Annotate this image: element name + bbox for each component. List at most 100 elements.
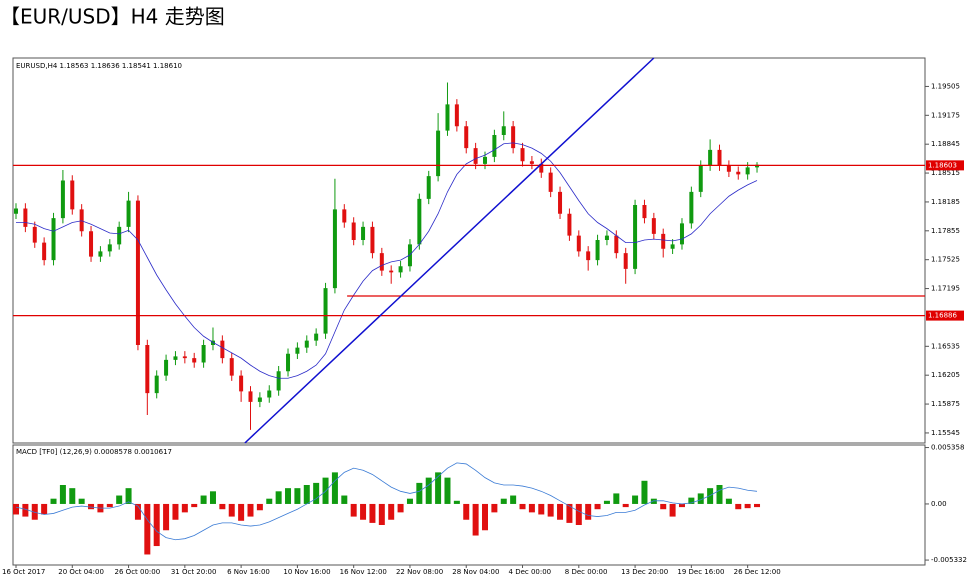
candle-body [370,226,375,254]
candle-body [745,167,750,175]
macd-bar [285,488,292,504]
candle-body [417,198,422,245]
macd-bar [303,485,310,504]
macd-bar [219,503,226,510]
candle-body [154,375,159,394]
y-tick-label: 1.16535 [931,342,960,350]
candle-body [708,149,713,166]
macd-bar [341,495,348,504]
candle-body [164,359,169,376]
candle-body [586,251,591,261]
macd-bar [632,495,639,504]
candle-body [267,390,272,398]
macd-bar [360,503,367,520]
macd-bar [575,503,582,525]
macd-bar [228,503,235,517]
candle-body [436,130,441,177]
candle-body [398,266,403,273]
macd-bar [153,503,160,547]
chart-header: EURUSD,H4 1.18563 1.18636 1.18541 1.1861… [16,62,182,70]
candle-body [239,375,244,392]
candle-body [642,205,647,219]
candle-body [567,213,572,236]
candle-body [445,104,450,131]
x-tick-label: 13 Dec 20:00 [621,568,668,576]
macd-bar [566,503,573,523]
candle-body [89,231,94,257]
macd-bar [172,503,179,520]
macd-bar [547,503,554,517]
candle-body [323,288,328,334]
candle-body [79,209,84,232]
macd-bar [716,485,723,504]
candle-body [511,126,516,149]
level-tag [926,310,964,321]
candle-body [32,226,37,243]
candle-body [454,104,459,127]
macd-label: MACD [TF0] (12,26,9) 0.0008578 0.0010617 [16,448,172,456]
macd-bar [688,497,695,504]
x-tick-label: 26 Dec 12:00 [734,568,781,576]
candle-body [614,235,619,254]
macd-bar [500,498,507,504]
candle-body [755,164,760,168]
candle-body [679,223,684,245]
y-tick-label: 1.17195 [931,285,960,293]
macd-bar [31,503,38,520]
x-tick-label: 31 Oct 20:00 [171,568,217,576]
macd-bar [331,472,338,504]
candle-body [698,165,703,192]
candle-body [257,397,262,402]
candle-body [42,242,47,261]
macd-bar [388,503,395,520]
candle-body [135,200,140,345]
candle-body [623,253,628,269]
candle-body [192,358,197,363]
candle-body [548,172,553,192]
candle-body [229,358,234,376]
macd-bar [435,472,442,504]
candle-body [201,345,206,363]
macd-bar [406,498,413,504]
level-label: 1.18603 [928,161,957,169]
macd-bar [425,477,432,504]
x-tick-label: 19 Dec 16:00 [677,568,724,576]
macd-bar [397,503,404,513]
macd-bar [557,503,564,520]
macd-bar [106,503,113,508]
candle-body [295,347,300,354]
y-tick-label: 1.15545 [931,429,960,437]
candle-body [670,244,675,249]
macd-bar [50,498,57,504]
macd-bar [585,503,592,520]
macd-bar [200,495,207,504]
candle-body [70,180,75,210]
macd-bar [134,503,141,520]
macd-bar [144,503,151,555]
macd-bar [519,503,526,510]
candle-body [23,208,28,227]
candle-body [492,135,497,157]
macd-bar [116,495,123,504]
candle-body [661,233,666,249]
candle-body [520,148,525,162]
macd-bar [191,503,198,508]
candle-body [558,191,563,214]
candle-body [220,340,225,359]
candle-body [576,235,581,252]
macd-bar [378,503,385,525]
macd-bar [491,503,498,513]
candle-body [633,205,638,269]
macd-bar [444,477,451,504]
candle-body [126,200,131,227]
macd-bar [247,503,254,517]
x-tick-label: 22 Nov 08:00 [396,568,443,576]
x-tick-label: 20 Oct 04:00 [58,568,104,576]
candle-body [342,209,347,223]
macd-bar [453,500,460,504]
candle-body [483,156,487,164]
candle-body [595,240,600,261]
macd-signal [15,462,758,541]
candle-body [736,171,741,175]
